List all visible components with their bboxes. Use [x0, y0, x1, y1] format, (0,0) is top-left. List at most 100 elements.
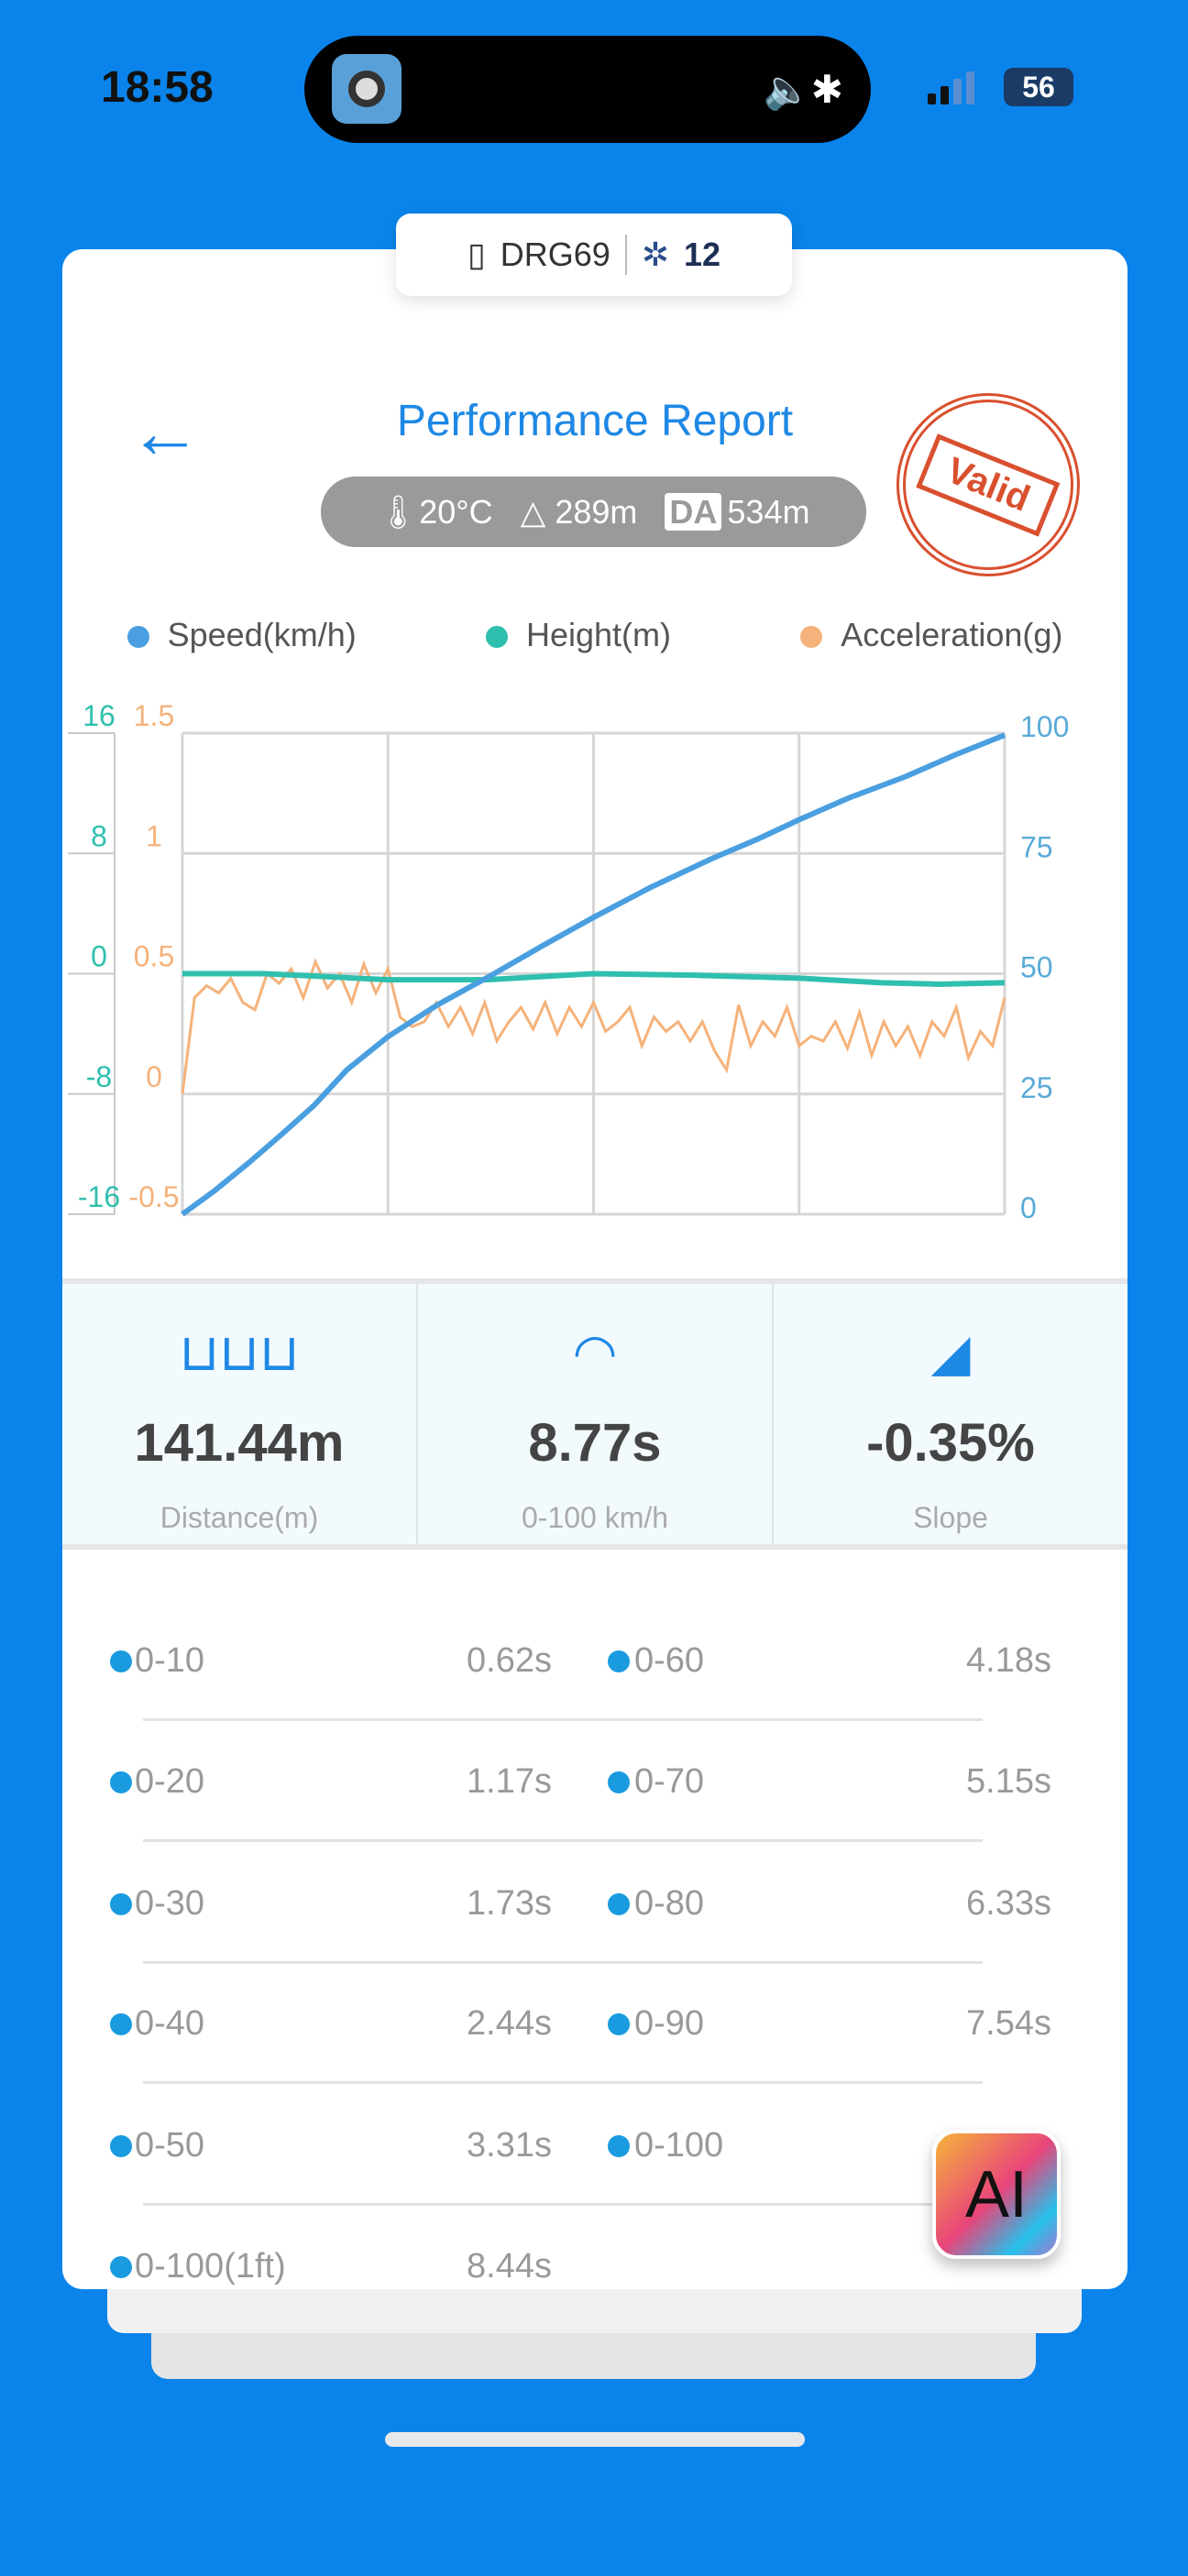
phone-icon: ▯ [467, 236, 486, 273]
split-row: 0-100(1ft) 8.44s [62, 2247, 1128, 2289]
speed-tick-label: 50 [1020, 951, 1053, 984]
stat-label: Distance(m) [160, 1501, 319, 1534]
accel-tick-label: -0.5 [128, 1180, 179, 1213]
mountain-icon: △ [520, 492, 556, 531]
legend-speed[interactable]: Speed(km/h) [126, 616, 357, 654]
split-value: 1.17s [467, 1762, 552, 1801]
split-row: 0-100 [62, 2126, 1128, 2172]
mute-bluetooth-icon: 🔈✱ [763, 68, 844, 111]
bullet-dot [608, 2013, 630, 2035]
split-label: 0-50 [135, 2126, 205, 2165]
speed-tick-label: 0 [1020, 1191, 1037, 1224]
back-arrow-icon[interactable]: ← [128, 391, 202, 473]
dynamic-island: 🔈✱ [304, 36, 871, 143]
acceleration-series [181, 958, 1006, 1094]
split-value: 3.31s [467, 2126, 552, 2165]
divider [143, 2203, 983, 2206]
stat-slope: ◢ -0.35% Slope [774, 1284, 1128, 1544]
split-label: 0-30 [135, 1884, 205, 1923]
height-tick-label: -8 [86, 1060, 112, 1093]
accel-tick-label: 0 [146, 1060, 162, 1093]
legend-height-label: Height(m) [525, 616, 671, 653]
split-label: 0-90 [634, 2004, 705, 2043]
stat-distance: ⊔⊔⊔ 141.44m Distance(m) [62, 1284, 418, 1544]
ruler-icon: ⊔⊔⊔ [179, 1323, 300, 1381]
report-card: Performance Report ← Valid 🌡20°C △ 289m … [62, 249, 1128, 2289]
legend-speed-label: Speed(km/h) [167, 616, 357, 653]
ai-assistant-button[interactable]: AI [932, 2130, 1061, 2259]
split-row: 0-10 0.62s [62, 1641, 1128, 1687]
signal-icon [928, 71, 974, 104]
bullet-dot [608, 1771, 630, 1793]
speed-tick-label: 75 [1020, 830, 1053, 863]
split-value: 1.73s [467, 1884, 552, 1923]
split-row: 0-20 1.17s [62, 1762, 1128, 1808]
split-value: 5.15s [966, 1762, 1051, 1801]
environment-pill: 🌡20°C △ 289m DA 534m [321, 477, 866, 547]
split-label: 0-40 [135, 2004, 205, 2043]
height-series [182, 970, 1006, 987]
altitude-value: 289m [555, 492, 638, 531]
height-tick-label: 8 [91, 819, 107, 852]
satellite-count: 12 [683, 236, 721, 273]
height-tick-label: 0 [91, 940, 107, 973]
speed-tick-label: 25 [1020, 1071, 1053, 1104]
divider [624, 235, 627, 275]
split-label: 0-20 [135, 1762, 205, 1801]
legend-acceleration[interactable]: Acceleration(g) [800, 616, 1062, 654]
bullet-dot [110, 2256, 132, 2278]
stat-value: 141.44m [134, 1413, 345, 1473]
stat-label: Slope [913, 1501, 988, 1534]
split-row: 0-60 4.18s [62, 1641, 1128, 1687]
split-label: 0-70 [634, 1762, 705, 1801]
split-value: 4.18s [966, 1641, 1051, 1680]
stat-time: ◠ 8.77s 0-100 km/h [418, 1284, 774, 1544]
bullet-dot [608, 1893, 630, 1915]
bullet-dot [608, 2135, 630, 2157]
performance-chart: 16 1.5 100 8 1 75 0 0.5 50 -8 0 25 -16 -0.5 0 [68, 699, 1069, 1224]
legend-height[interactable]: Height(m) [485, 616, 671, 654]
split-value: 8.44s [467, 2247, 552, 2286]
device-name: DRG69 [500, 236, 610, 273]
split-value: 0.62s [467, 1641, 552, 1680]
split-row: 0-30 1.73s [62, 1884, 1128, 1930]
split-label: 0-80 [634, 1884, 705, 1923]
slope-icon: ◢ [930, 1323, 971, 1381]
divider [143, 1839, 983, 1842]
split-row: 0-70 5.15s [62, 1762, 1128, 1808]
split-value: 6.33s [966, 1884, 1051, 1923]
speed-tick-label: 100 [1020, 710, 1069, 743]
bullet-dot [110, 1650, 132, 1672]
stat-label: 0-100 km/h [521, 1501, 669, 1534]
divider [143, 2081, 983, 2084]
split-label: 0-60 [634, 1641, 705, 1680]
home-indicator[interactable] [385, 2432, 805, 2447]
density-altitude-value: 534m [727, 492, 810, 531]
height-tick-label: 16 [82, 699, 116, 732]
thermometer-icon: 🌡 [377, 492, 420, 531]
bullet-dot [110, 2135, 132, 2157]
bullet-dot [608, 1650, 630, 1672]
legend-acceleration-label: Acceleration(g) [841, 616, 1063, 653]
battery-indicator: 56 [1004, 68, 1073, 106]
split-value: 2.44s [467, 2004, 552, 2043]
split-row: 0-80 6.33s [62, 1884, 1128, 1930]
accel-tick-label: 0.5 [134, 940, 174, 973]
chart-legend: Speed(km/h) Height(m) Acceleration(g) [62, 616, 1128, 654]
split-row: 0-40 2.44s [62, 2004, 1128, 2050]
device-pill[interactable]: ▯ DRG69 ✲ 12 [396, 214, 792, 296]
speedometer-icon: ◠ [572, 1323, 618, 1381]
page-title: Performance Report [396, 397, 794, 445]
satellite-icon: ✲ [641, 236, 669, 273]
da-badge: DA [665, 492, 722, 531]
split-label: 0-10 [135, 1641, 205, 1680]
bullet-dot [110, 2013, 132, 2035]
bullet-dot [110, 1771, 132, 1793]
divider [143, 1718, 983, 1721]
accel-tick-label: 1.5 [134, 699, 174, 732]
accel-tick-label: 1 [146, 819, 162, 852]
density-altitude: DA 534m [665, 492, 810, 532]
status-time: 18:58 [101, 63, 214, 112]
stat-value: -0.35% [866, 1413, 1035, 1473]
app-icon [332, 54, 402, 124]
